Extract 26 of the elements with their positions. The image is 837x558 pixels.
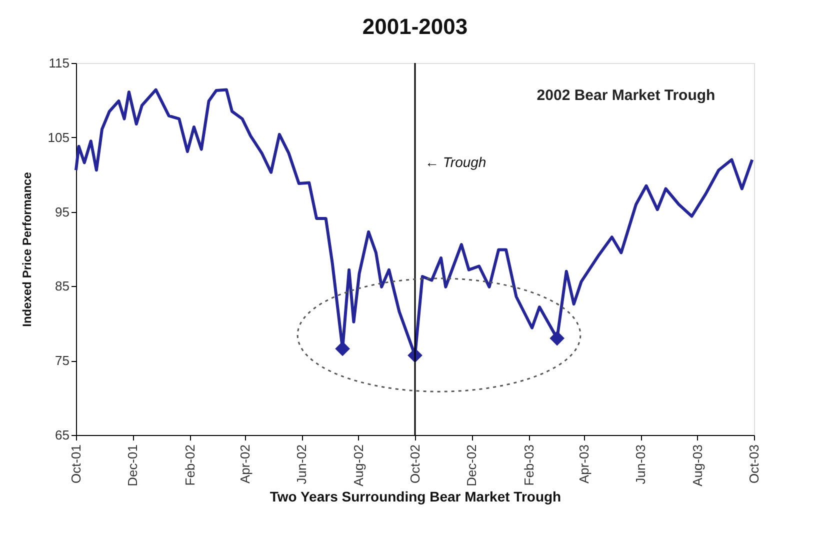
x-tick-label: Jun-03 xyxy=(633,444,648,484)
ref-line-label: ← Trough xyxy=(425,154,486,170)
point xyxy=(550,330,565,346)
point xyxy=(335,341,350,356)
y-tick-label: 85 xyxy=(55,278,70,294)
annotation: 2002 Bear Market Trough xyxy=(536,87,716,104)
y-tick-label: 65 xyxy=(55,428,70,442)
x-axis-title: Two Years Surrounding Bear Market Trough xyxy=(270,488,562,504)
x-tick-label: Oct-02 xyxy=(408,444,422,484)
x-tick-label: Oct-01 xyxy=(68,444,84,484)
x-tick-label: Dec-01 xyxy=(125,444,140,486)
x-tick-label: Oct-03 xyxy=(746,444,762,484)
x-tick-label: Feb-03 xyxy=(522,444,537,486)
y-tick-label: 105 xyxy=(48,130,70,145)
chart-title: 2001-2003 xyxy=(362,14,468,39)
y-tick-label: 115 xyxy=(48,56,70,70)
x-tick-label: Jun-02 xyxy=(294,444,310,484)
x-tick-label: Apr-02 xyxy=(238,444,253,484)
x-tick-label: Dec-02 xyxy=(464,444,480,486)
x-tick-label: Feb-02 xyxy=(182,444,198,486)
x-tick-label: Aug-03 xyxy=(690,444,705,486)
y-tick-label: 75 xyxy=(55,353,70,368)
y-axis-title: Indexed Price Performance xyxy=(20,172,34,327)
y-tick-label: 95 xyxy=(55,204,70,220)
x-tick-label: Aug-02 xyxy=(350,444,366,486)
x-tick-label: Apr-03 xyxy=(576,444,592,484)
